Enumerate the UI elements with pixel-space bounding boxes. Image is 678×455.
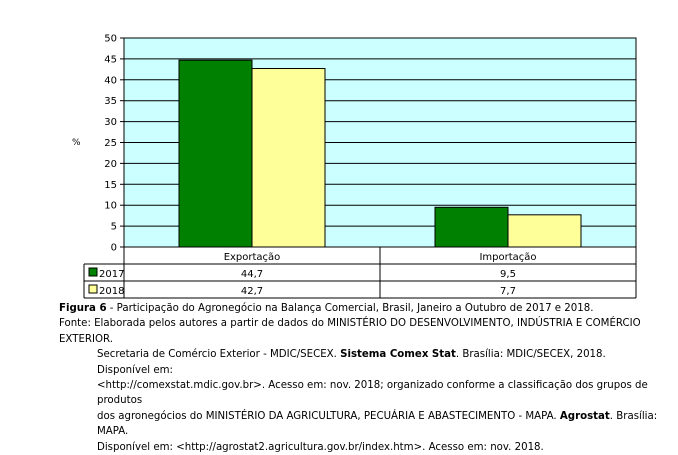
source-title: Sistema Comex Stat bbox=[340, 349, 456, 361]
category-label: Exportação bbox=[224, 252, 281, 263]
bar-chart: 0 5 10 15 20 25 30 35 40 45 50 % Exportação Importa… bbox=[72, 34, 637, 299]
source-line-1: Fonte: Elaborada pelos autores a partir … bbox=[59, 318, 641, 345]
data-label: 9,5 bbox=[500, 269, 516, 280]
y-tick-label: 20 bbox=[104, 159, 117, 170]
y-tick-label: 40 bbox=[104, 75, 117, 86]
figure-title-text: - Participação do Agronegócio na Balança… bbox=[106, 303, 594, 314]
source-line-4: dos agronegócios do MINISTÉRIO DA AGRICU… bbox=[59, 409, 659, 440]
source-line-3: <http://comexstat.mdic.gov.br>. Acesso e… bbox=[97, 380, 648, 407]
data-label: 7,7 bbox=[500, 286, 516, 297]
legend-label: 2018 bbox=[99, 286, 124, 297]
figure-title: Figura 6 - Participação do Agronegócio n… bbox=[59, 301, 659, 316]
data-label: 42,7 bbox=[241, 286, 263, 297]
legend-label: 2017 bbox=[99, 269, 124, 280]
data-table: Exportação Importação 2017 44,7 9,5 2018 42,7 7… bbox=[83, 247, 637, 299]
source-line-2: Secretaria de Comércio Exterior - MDIC/S… bbox=[59, 347, 659, 378]
y-tick-label: 15 bbox=[104, 180, 117, 191]
source-title: Agrostat bbox=[559, 410, 610, 422]
bar-2018-1 bbox=[507, 214, 582, 248]
y-tick-label: 10 bbox=[104, 201, 117, 212]
legend-swatch-2018 bbox=[88, 284, 98, 294]
bar-2017-1 bbox=[434, 206, 509, 248]
bar-2017-0 bbox=[178, 59, 253, 248]
y-tick-label: 0 bbox=[111, 243, 117, 254]
data-label: 44,7 bbox=[241, 269, 263, 280]
figure-caption: Figura 6 - Participação do Agronegócio n… bbox=[59, 301, 659, 455]
y-tick-label: 50 bbox=[104, 34, 117, 45]
y-tick-label: 30 bbox=[104, 117, 117, 128]
bar-2018-0 bbox=[251, 68, 326, 248]
bars bbox=[178, 59, 582, 248]
source-line-5: Disponível em: <http://agrostat2.agricul… bbox=[97, 441, 544, 453]
figure-label: Figura 6 bbox=[59, 303, 107, 314]
y-axis: 0 5 10 15 20 25 30 35 40 45 50 bbox=[104, 34, 124, 254]
source-text: Secretaria de Comércio Exterior - MDIC/S… bbox=[97, 349, 341, 361]
y-axis-label: % bbox=[72, 138, 81, 148]
category-label: Importação bbox=[479, 252, 536, 263]
y-tick-label: 5 bbox=[111, 222, 117, 233]
source-text: dos agronegócios do MINISTÉRIO DA AGRICU… bbox=[97, 410, 560, 422]
y-tick-label: 45 bbox=[104, 54, 117, 65]
y-tick-label: 25 bbox=[104, 138, 117, 149]
source-text: . Brasília: MDIC/SECEX, 2018. Disponível… bbox=[97, 349, 606, 376]
y-tick-label: 35 bbox=[104, 96, 117, 107]
legend-swatch-2017 bbox=[88, 267, 98, 277]
